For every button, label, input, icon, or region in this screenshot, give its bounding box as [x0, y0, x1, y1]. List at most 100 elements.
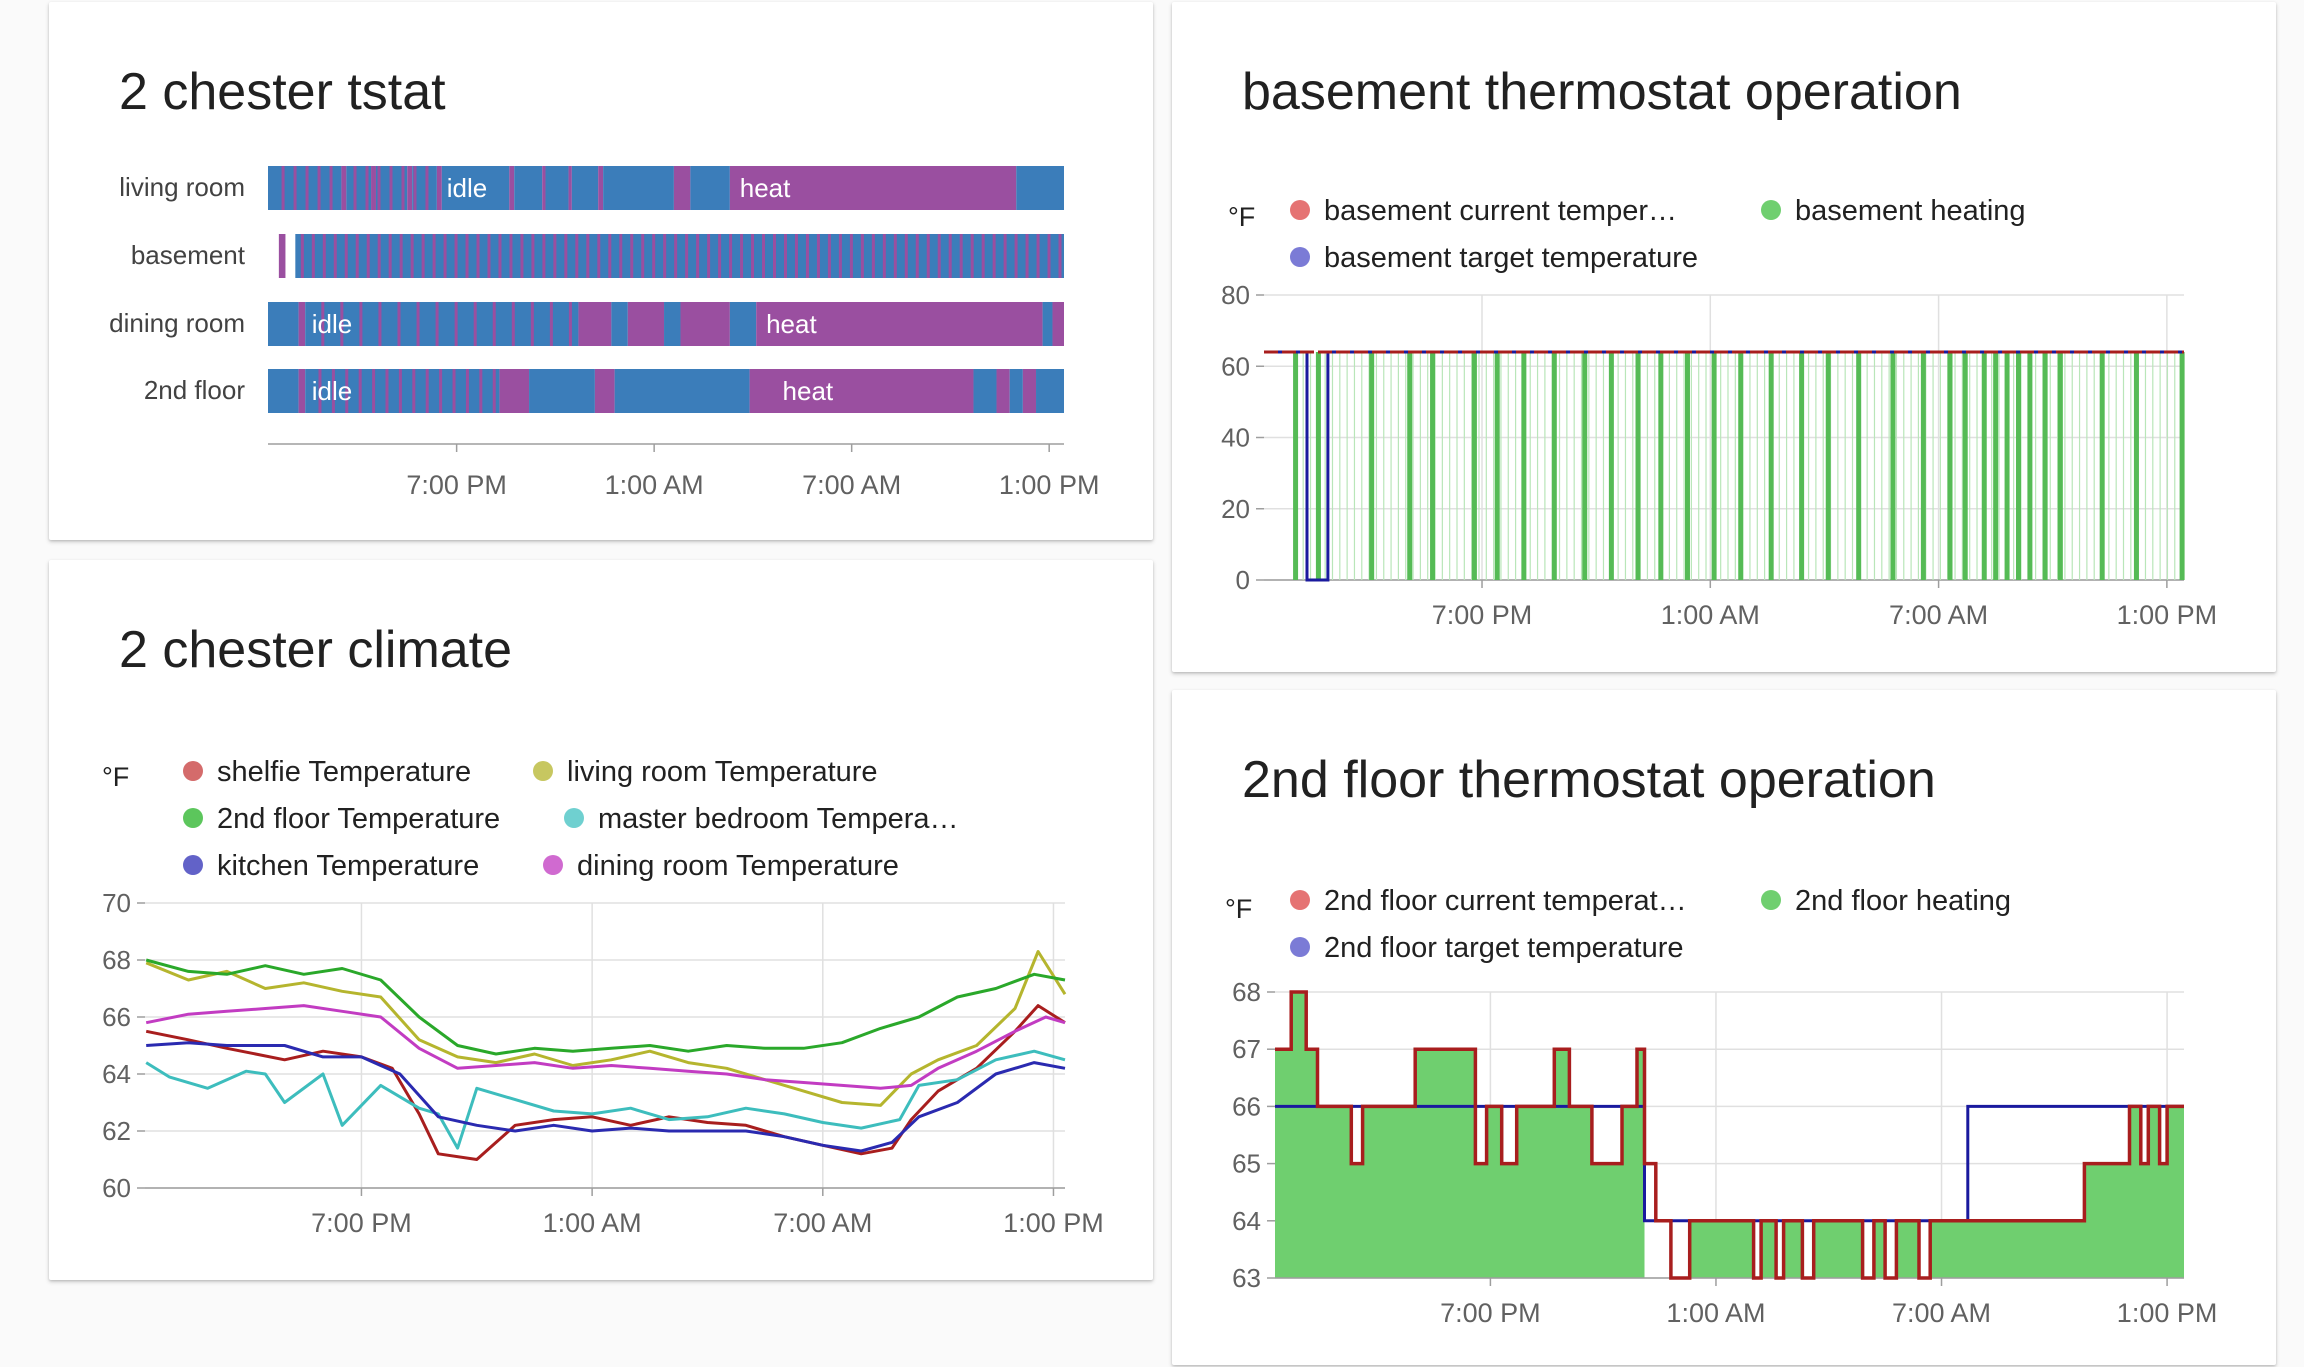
timeline-segment-heat	[805, 234, 809, 278]
timeline-segment-heat	[465, 234, 469, 278]
timeline-segment-heat	[904, 234, 908, 278]
timeline-segment-heat	[1003, 234, 1007, 278]
timeline-segment-heat	[425, 369, 429, 413]
timeline-segment-heat	[318, 369, 322, 413]
timeline-segment-heat	[377, 166, 381, 210]
heating-area	[1873, 1220, 1886, 1278]
timeline-segment-heat	[321, 302, 325, 346]
heating-area	[1275, 992, 1645, 1278]
timeline-segment-heat	[718, 234, 722, 278]
timeline-state-label: idle	[312, 376, 352, 406]
y-tick-label: 60	[1221, 351, 1250, 381]
timeline-segment-heat	[413, 166, 417, 210]
timeline-segment-heat	[578, 302, 612, 346]
legend-marker	[1290, 937, 1310, 957]
timeline-segment-heat	[1052, 302, 1064, 346]
x-tick-label: 1:00 AM	[605, 470, 704, 500]
heating-area	[1896, 1220, 1919, 1278]
x-tick-label: 1:00 AM	[1666, 1298, 1765, 1328]
heating-pulse	[1608, 352, 1614, 580]
heating-pulse	[2027, 352, 2033, 580]
timeline-segment-heat	[407, 166, 413, 210]
legend-label: basement heating	[1795, 195, 2026, 227]
x-tick-label: 1:00 PM	[1003, 1208, 1104, 1238]
legend-marker	[1290, 890, 1310, 910]
y-tick-label: 60	[102, 1173, 131, 1203]
timeline-segment-heat	[568, 302, 572, 346]
heating-pulse	[1920, 352, 1926, 580]
timeline-segment-heat	[410, 234, 414, 278]
heating-pulse	[1890, 352, 1896, 580]
y-tick-label: 68	[102, 945, 131, 975]
heating-pulse	[1799, 352, 1805, 580]
x-tick-label: 7:00 PM	[406, 470, 507, 500]
heating-pulse	[1521, 352, 1527, 580]
timeline-segment-heat	[443, 234, 447, 278]
y-tick-label: 67	[1232, 1034, 1261, 1064]
timeline-segment-heat	[594, 369, 615, 413]
timeline-segment-heat	[882, 234, 886, 278]
timeline-segment-heat	[329, 166, 333, 210]
timeline-segment-heat	[492, 369, 496, 413]
timeline-segment-heat	[1014, 234, 1018, 278]
timeline-segment-idle	[268, 166, 342, 210]
timeline-segment-heat	[331, 369, 335, 413]
y-tick-label: 63	[1232, 1263, 1261, 1293]
timeline-segment-heat	[729, 234, 733, 278]
timeline-segment-heat	[435, 302, 439, 346]
timeline-segment-heat	[353, 166, 357, 210]
legend-marker	[183, 808, 203, 828]
series-line	[146, 1041, 1066, 1153]
y-tick-label: 65	[1232, 1149, 1261, 1179]
timeline-segment-heat	[860, 234, 864, 278]
heating-pulse	[2133, 352, 2139, 580]
timeline-segment-heat	[674, 234, 678, 278]
unit-label: °F	[1225, 894, 1252, 924]
timeline-segment-heat	[388, 234, 392, 278]
timeline-segment-heat	[740, 234, 744, 278]
basement-operation-chart[interactable]: °F basement current temper… basement heati…	[1172, 2, 2276, 672]
timeline-segment-heat	[608, 234, 612, 278]
timeline-state-label: idle	[312, 309, 352, 339]
timeline-segment-heat	[333, 234, 337, 278]
timeline-segment-heat	[915, 234, 919, 278]
timeline-segment-heat	[372, 369, 376, 413]
timeline-segment-heat	[281, 166, 285, 210]
timeline-segment-heat	[365, 166, 369, 210]
tstat-timeline-chart[interactable]: living room basement dining room 2nd floor i…	[49, 2, 1153, 540]
x-tick-label: 1:00 PM	[2117, 1298, 2218, 1328]
timeline-state-label: heat	[783, 376, 834, 406]
timeline-segment-heat	[762, 234, 766, 278]
climate-temperature-chart[interactable]: °F shelfie Temperature living room Tempera…	[49, 560, 1153, 1280]
timeline-segment-heat	[530, 302, 534, 346]
unit-label: °F	[1228, 202, 1255, 232]
timeline-segment-heat	[473, 302, 477, 346]
timeline-segment-heat	[378, 302, 382, 346]
heating-pulse	[1711, 352, 1717, 580]
timeline-segment-heat	[641, 234, 645, 278]
card-title: 2nd floor thermostat operation	[1242, 751, 1936, 809]
timeline-segment-idle	[268, 369, 299, 413]
timeline-segment-heat	[278, 234, 286, 278]
timeline-segment-heat	[437, 166, 441, 210]
card-title: 2 chester climate	[119, 621, 513, 679]
timeline-segment-heat	[358, 369, 362, 413]
timeline-segment-heat	[401, 166, 405, 210]
x-tick-label: 1:00 PM	[2117, 600, 2218, 630]
heating-pulse	[1551, 352, 1557, 580]
timeline-segment-idle	[973, 369, 997, 413]
timeline-segment-heat	[598, 166, 604, 210]
timeline-segment-heat	[454, 302, 458, 346]
timeline-segment-heat	[652, 234, 656, 278]
heating-pulse	[2042, 352, 2048, 580]
timeline-segment-heat	[492, 302, 496, 346]
timeline-segment-heat	[926, 234, 930, 278]
second-floor-operation-chart[interactable]: °F 2nd floor current temperat… 2nd floor h…	[1172, 690, 2276, 1365]
legend-label: 2nd floor heating	[1795, 885, 2011, 917]
timeline-segment-heat	[992, 234, 996, 278]
timeline-segment-idle	[664, 302, 681, 346]
heating-pulse	[1494, 352, 1500, 580]
series-line	[145, 1004, 1066, 1161]
timeline-segment-heat	[1022, 369, 1037, 413]
timeline-state-label: heat	[740, 173, 791, 203]
